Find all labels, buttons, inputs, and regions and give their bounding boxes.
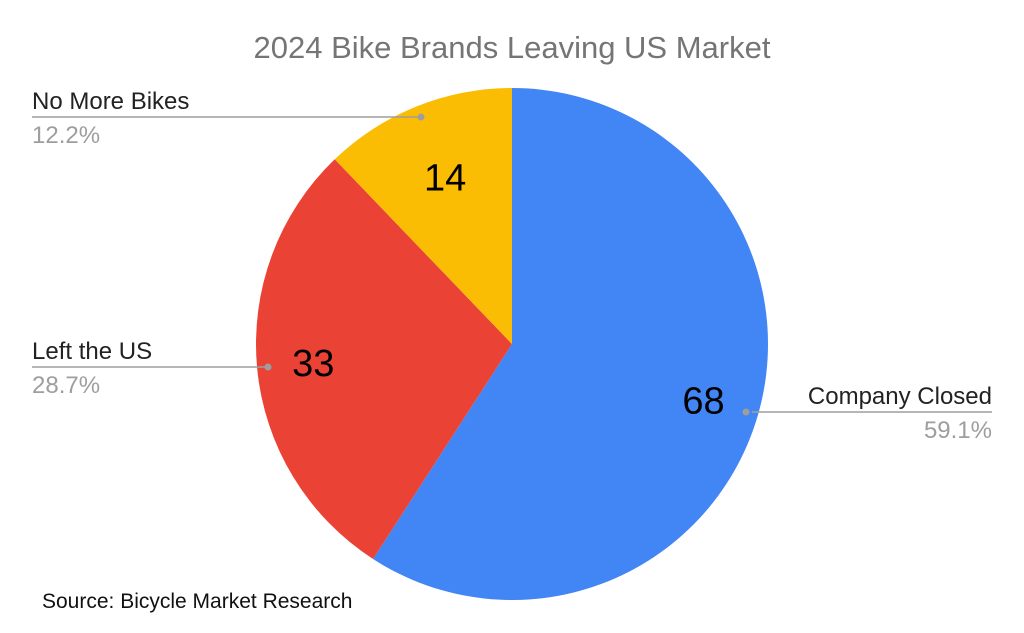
slice-outer-labels: Company Closed 59.1% Left the US 28.7% No Mo… (32, 88, 992, 444)
percent-label-no-more-bikes: 12.2% (32, 122, 100, 149)
leader-dot-left-the-us (264, 363, 272, 371)
percent-label-company-closed: 59.1% (924, 417, 992, 444)
leader-dot-company-closed (742, 408, 750, 416)
category-label-left-the-us: Left the US (32, 338, 152, 365)
value-label-no-more-bikes: 14 (424, 158, 466, 200)
leader-dot-no-more-bikes (417, 113, 425, 121)
category-label-no-more-bikes: No More Bikes (32, 88, 189, 115)
percent-label-left-the-us: 28.7% (32, 372, 100, 399)
value-label-left-the-us: 33 (292, 343, 334, 385)
slice-no-more-bikes (334, 88, 512, 344)
leader-lines (32, 113, 992, 416)
value-label-company-closed: 68 (682, 380, 724, 422)
slice-value-labels: 68 33 14 (292, 158, 725, 423)
category-label-company-closed: Company Closed (808, 383, 992, 410)
slice-company-closed (373, 88, 768, 600)
slice-left-the-us (255, 159, 512, 560)
source-note: Source: Bicycle Market Research (42, 590, 352, 613)
chart-title: 2024 Bike Brands Leaving US Market (254, 30, 771, 65)
pie-slices (255, 88, 768, 600)
